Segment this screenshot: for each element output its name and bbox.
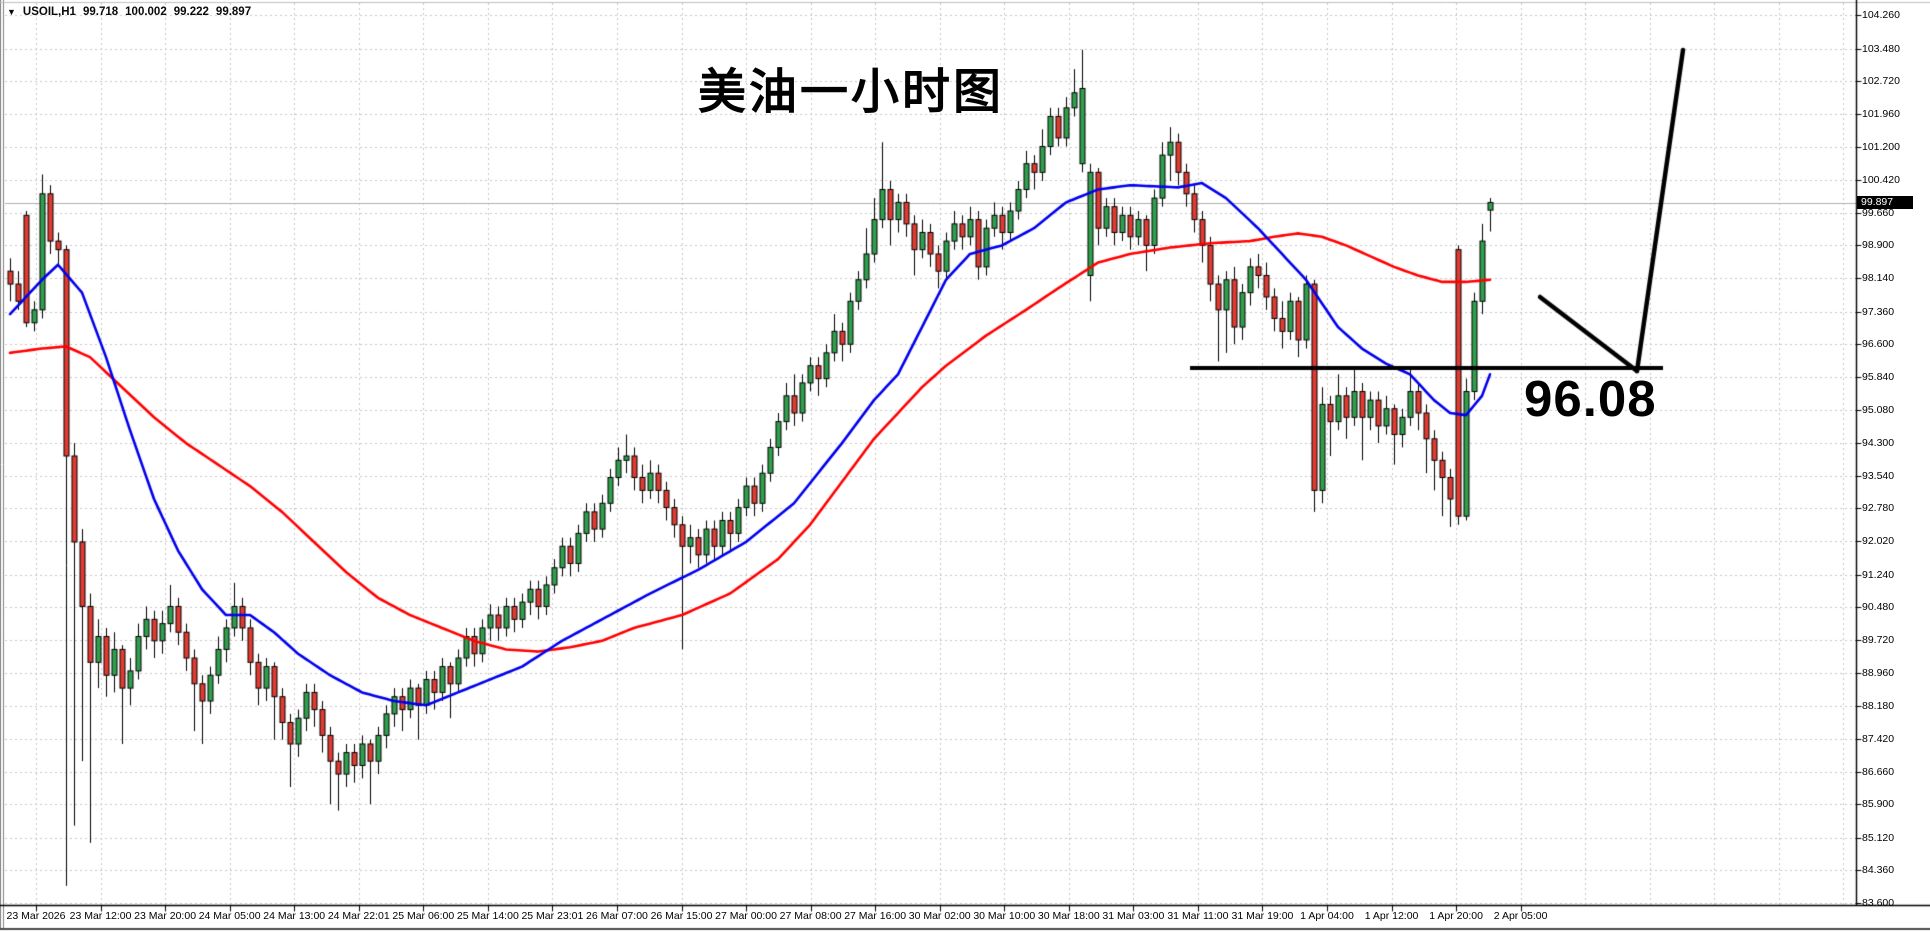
price-axis-label: 93.540: [1862, 469, 1895, 482]
symbol-name: USOIL,H1: [22, 5, 76, 18]
price-axis-label: 89.720: [1862, 633, 1895, 646]
time-axis-label: 23 Mar 2026: [6, 910, 66, 922]
ohlc-low-value: 99.222: [173, 5, 209, 18]
collapse-symbol-info-icon[interactable]: ▼: [7, 6, 16, 17]
price-axis-label: 83.600: [1862, 897, 1895, 910]
price-axis-label: 99.660: [1862, 206, 1895, 219]
price-axis-label: 98.900: [1862, 239, 1895, 252]
ohlc-high-value: 100.002: [125, 5, 167, 18]
time-axis-label: 23 Mar 20:00: [134, 910, 197, 922]
price-axis-label: 103.480: [1862, 42, 1900, 55]
price-axis-label: 101.960: [1862, 107, 1900, 120]
chart-title: 美油一小时图: [698, 66, 1005, 119]
price-axis-label: 88.960: [1862, 666, 1895, 679]
price-axis-label: 91.240: [1862, 568, 1895, 581]
time-axis-label: 24 Mar 05:00: [198, 910, 261, 922]
time-axis-label: 1 Apr 20:00: [1429, 910, 1483, 922]
time-axis-label: 26 Mar 07:00: [586, 910, 648, 922]
time-axis-label: 31 Mar 11:00: [1167, 910, 1229, 922]
price-axis-label: 92.780: [1862, 502, 1895, 515]
ohlc-open-value: 99.718: [82, 5, 119, 18]
price-axis-label: 98.140: [1862, 272, 1895, 285]
time-axis-label: 1 Apr 04:00: [1300, 910, 1354, 922]
price-axis-label: 88.180: [1862, 700, 1895, 713]
time-axis-label: 27 Mar 00:00: [715, 910, 777, 922]
time-axis-label: 25 Mar 06:00: [392, 910, 455, 922]
price-axis-label: 85.900: [1862, 798, 1895, 811]
time-axis-label: 1 Apr 12:00: [1364, 910, 1419, 922]
time-axis-label: 25 Mar 14:00: [456, 910, 519, 922]
time-axis-label: 30 Mar 10:00: [973, 910, 1036, 922]
time-axis-label: 31 Mar 03:00: [1102, 910, 1165, 922]
time-axis-label: 2 Apr 05:00: [1493, 910, 1548, 922]
price-axis-label: 87.420: [1862, 732, 1895, 745]
support-price-label: 96.08: [1524, 370, 1657, 427]
price-axis-label: 90.480: [1862, 601, 1895, 614]
price-axis-label: 95.080: [1862, 403, 1895, 416]
price-axis-label: 100.420: [1862, 174, 1900, 187]
price-axis-label: 101.200: [1862, 140, 1900, 153]
price-axis-label: 94.300: [1862, 437, 1895, 450]
time-axis-label: 27 Mar 16:00: [844, 910, 907, 922]
current-price-badge: 99.897: [1857, 196, 1913, 209]
price-axis-label: 96.600: [1862, 338, 1895, 351]
time-axis-label: 25 Mar 23:01: [521, 910, 584, 922]
price-axis-label: 86.660: [1862, 765, 1895, 778]
symbol-info-bar: ▼ USOIL,H1 99.718 100.002 99.222 99.897: [7, 4, 258, 19]
time-axis-label: 24 Mar 13:00: [263, 910, 326, 922]
time-axis-label: 23 Mar 12:00: [69, 910, 132, 922]
ohlc-close-value: 99.897: [215, 5, 252, 18]
price-axis-label: 102.720: [1862, 75, 1900, 88]
price-axis-label: 85.120: [1862, 831, 1895, 844]
price-axis-label: 104.260: [1862, 9, 1900, 21]
price-axis-label: 97.360: [1862, 305, 1895, 318]
time-axis-label: 27 Mar 08:00: [779, 910, 842, 922]
time-axis-label: 30 Mar 18:00: [1037, 910, 1100, 922]
time-axis-label: 24 Mar 22:01: [327, 910, 390, 922]
price-axis-label: 92.020: [1862, 535, 1895, 548]
price-axis-label: 95.840: [1862, 370, 1895, 383]
price-axis-label: 84.360: [1862, 864, 1895, 877]
time-axis-label: 26 Mar 15:00: [650, 910, 713, 922]
time-axis-label: 31 Mar 19:00: [1231, 910, 1294, 922]
time-axis-label: 30 Mar 02:00: [908, 910, 971, 922]
